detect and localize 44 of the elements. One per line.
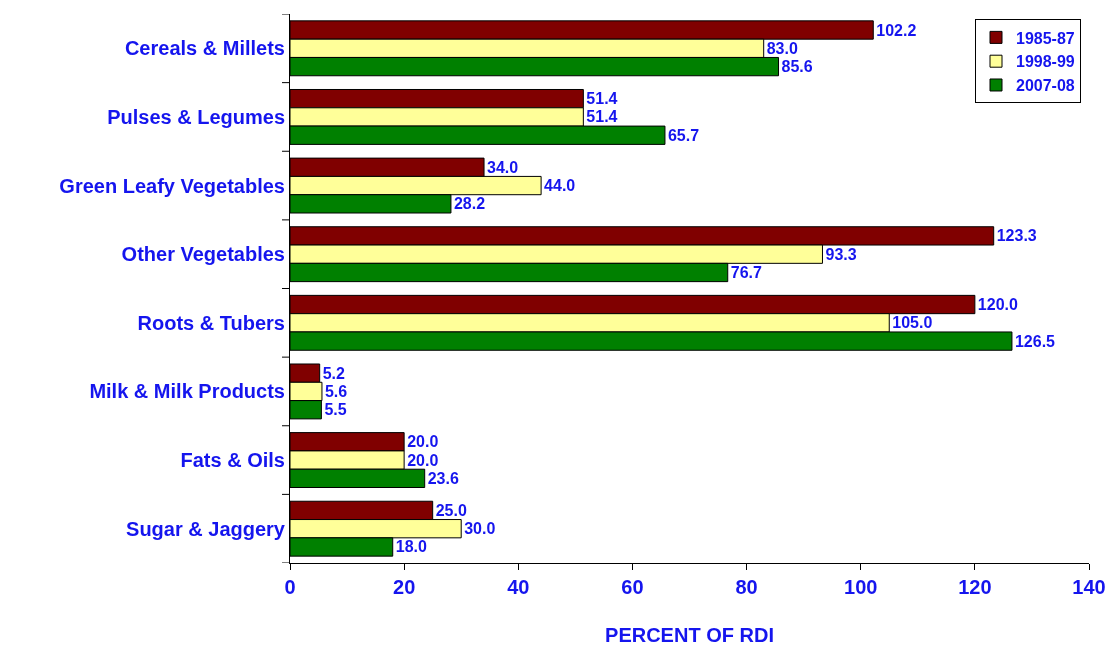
- x-tick-label: 140: [1072, 576, 1106, 598]
- y-tick-label: Fats & Oils: [180, 449, 285, 472]
- y-tick-label: Milk & Milk Products: [89, 380, 285, 403]
- x-tick-label: 60: [621, 576, 644, 598]
- data-label: 23.6: [427, 469, 459, 487]
- legend-label: 2007-08: [1016, 77, 1075, 95]
- data-label: 102.2: [876, 21, 917, 39]
- data-label: 120.0: [977, 296, 1018, 314]
- legend-label: 1998-99: [1016, 53, 1075, 71]
- y-tick-label: Roots & Tubers: [137, 311, 285, 334]
- data-label: 25.0: [435, 501, 467, 519]
- data-label: 20.0: [407, 433, 439, 451]
- data-label: 5.5: [324, 401, 347, 419]
- data-label: 93.3: [825, 245, 857, 263]
- y-tick-label: Other Vegetables: [121, 243, 285, 266]
- data-label: 44.0: [544, 177, 576, 195]
- x-tick-label: 40: [507, 576, 530, 598]
- y-tick-label: Cereals & Millets: [124, 37, 285, 60]
- data-label: 65.7: [667, 126, 700, 144]
- x-tick-label: 120: [958, 576, 992, 598]
- data-label: 20.0: [407, 451, 439, 469]
- y-tick-label: Pulses & Legumes: [107, 105, 285, 128]
- data-label: 34.0: [487, 158, 519, 176]
- x-axis-title: PERCENT OF RDI: [605, 623, 774, 646]
- x-tick-label: 0: [284, 576, 296, 598]
- data-label: 126.5: [1014, 332, 1056, 350]
- data-label: 30.0: [464, 520, 496, 538]
- x-tick-label: 100: [844, 576, 878, 598]
- x-tick-label: 80: [735, 576, 758, 598]
- data-label: 18.0: [395, 538, 427, 556]
- data-label: 5.6: [324, 382, 348, 400]
- data-label: 83.0: [766, 39, 798, 57]
- y-tick-label: Green Leafy Vegetables: [59, 174, 285, 197]
- data-label: 105.0: [892, 314, 933, 332]
- data-label: 5.2: [322, 364, 346, 382]
- legend-label: 1985-87: [1016, 29, 1075, 47]
- data-label: 85.6: [781, 58, 813, 76]
- x-tick-label: 20: [393, 576, 416, 598]
- data-label: 123.3: [996, 227, 1037, 245]
- data-label: 76.7: [730, 263, 762, 281]
- data-label: 51.4: [586, 108, 618, 126]
- data-label: 28.2: [453, 195, 486, 213]
- data-label: 51.4: [586, 90, 618, 108]
- y-tick-label: Sugar & Jaggery: [126, 517, 286, 540]
